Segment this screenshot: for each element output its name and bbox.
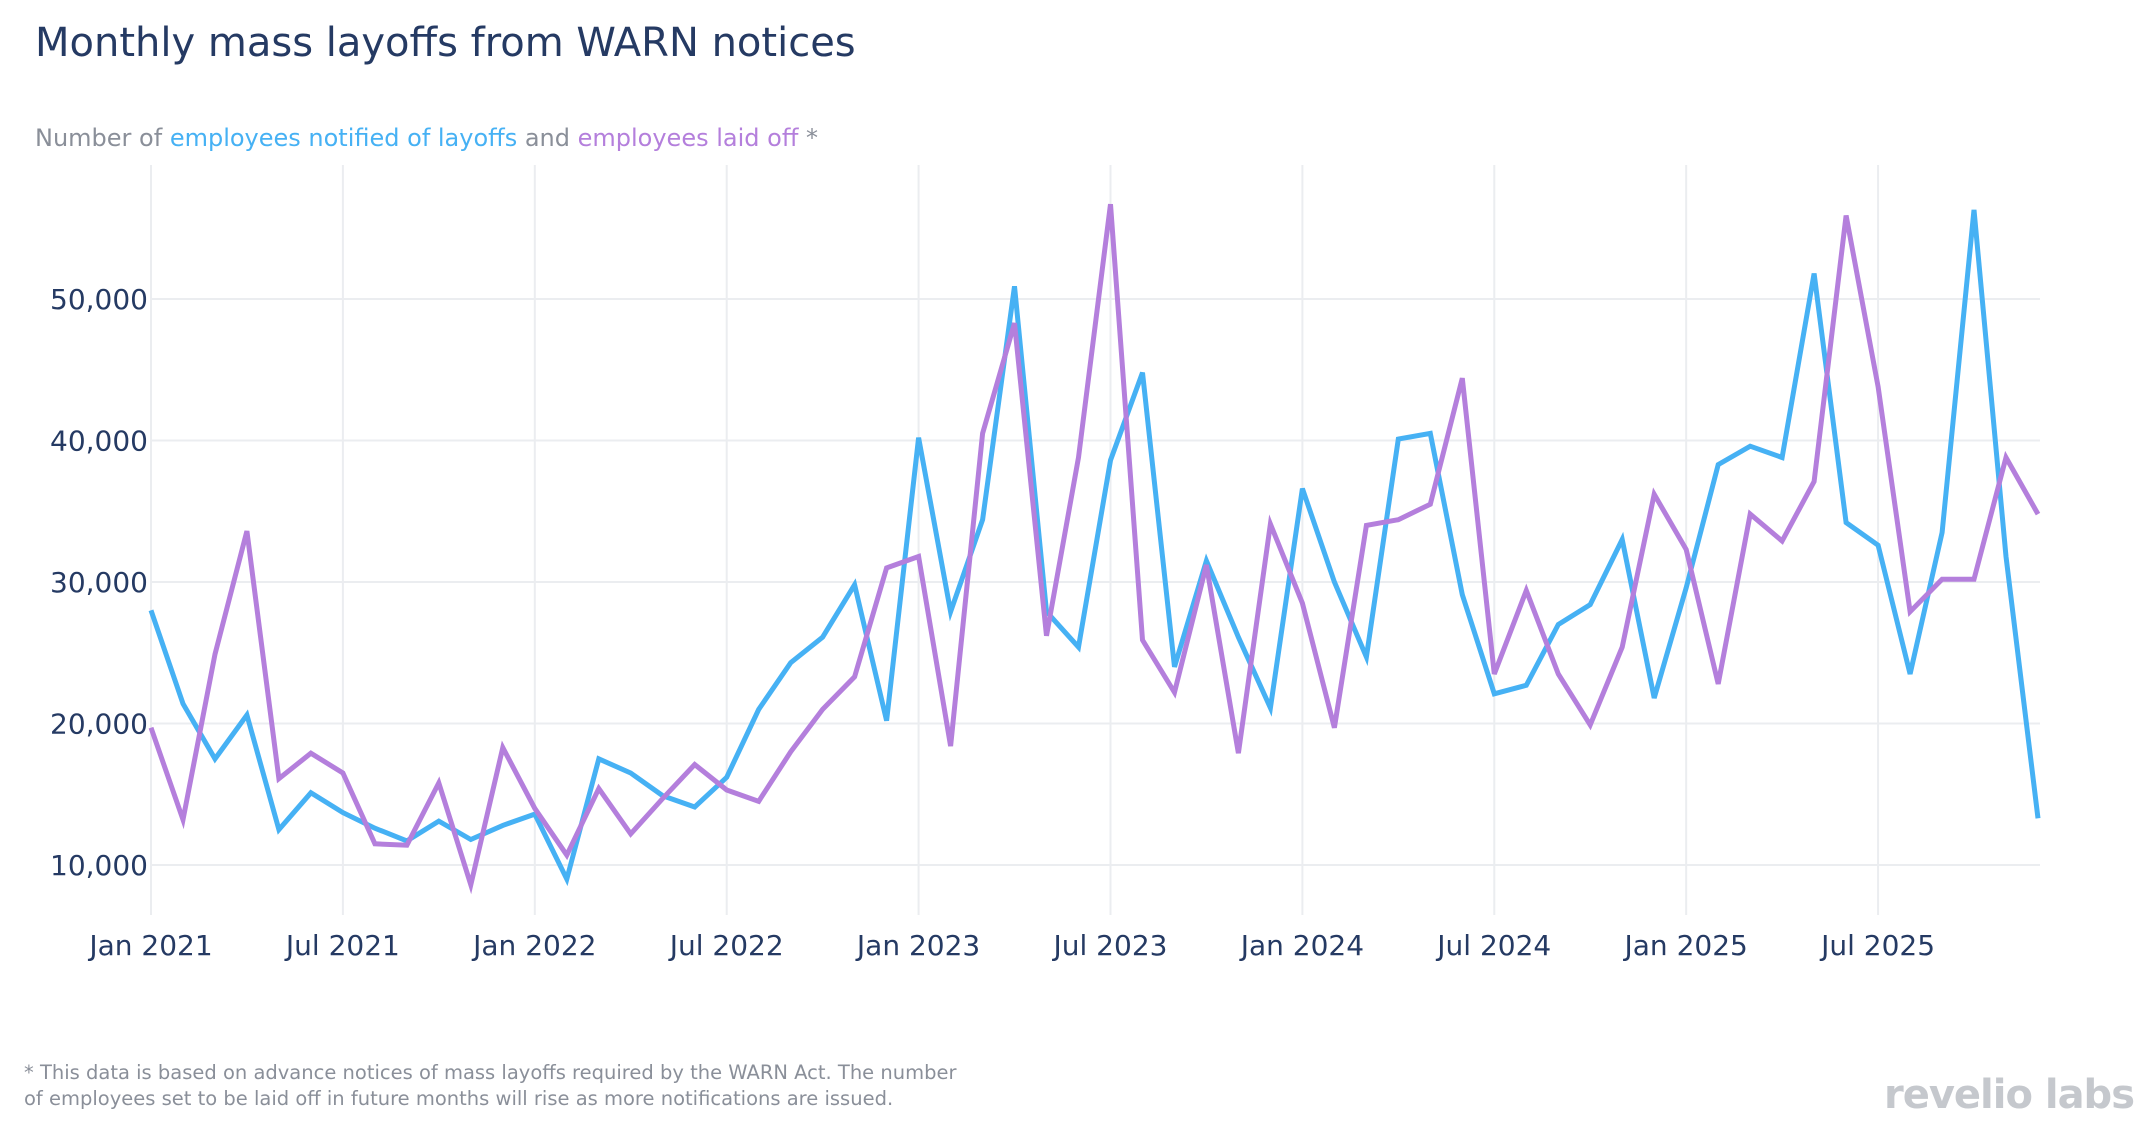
y-tick-label: 20,000 — [50, 708, 148, 741]
x-tick-label: Jan 2021 — [87, 929, 212, 962]
y-tick-label: 40,000 — [50, 425, 148, 458]
series-line-laid-off — [148, 203, 2041, 895]
subtitle-prefix: Number of — [35, 124, 170, 152]
series-label-notified: employees notified of layoffs — [169, 124, 518, 152]
x-tick-label: Jul 2024 — [1435, 929, 1551, 962]
x-tick-label: Jan 2022 — [471, 929, 596, 962]
x-axis: Jan 2021 Jul 2021 Jan 2022 Jul 2022 Jan 2023… — [87, 929, 1935, 962]
footnote-line-1: * This data is based on advance notices … — [24, 1061, 957, 1084]
series-label-laid-off: employees laid off — [577, 124, 799, 152]
x-tick-label: Jul 2023 — [1052, 929, 1168, 962]
grid — [150, 165, 2040, 915]
x-tick-label: Jul 2022 — [668, 929, 784, 962]
x-tick-label: Jan 2025 — [1623, 929, 1748, 962]
subtitle-suffix: * — [798, 124, 818, 152]
revelio-labs-logo: revelio labs — [1883, 1072, 2135, 1118]
series-line-notified — [148, 209, 2041, 887]
footnote-line-2: of employees set to be laid off in futur… — [24, 1087, 894, 1110]
series-lines — [148, 203, 2041, 895]
x-tick-label: Jan 2024 — [1239, 929, 1364, 962]
y-tick-label: 30,000 — [50, 566, 148, 599]
footnote: * This data is based on advance notices … — [24, 1060, 1024, 1112]
chart-title: Monthly mass layoffs from WARN notices — [35, 20, 856, 66]
y-axis: 10,000 20,000 30,000 40,000 50,000 — [50, 283, 148, 882]
y-tick-label: 50,000 — [50, 283, 148, 316]
x-tick-label: Jan 2023 — [855, 929, 980, 962]
y-tick-label: 10,000 — [50, 849, 148, 882]
x-tick-label: Jul 2025 — [1819, 929, 1935, 962]
subtitle-middle: and — [517, 124, 578, 152]
x-tick-label: Jul 2021 — [284, 929, 400, 962]
chart-subtitle: Number of employees notified of layoffs … — [35, 124, 818, 152]
